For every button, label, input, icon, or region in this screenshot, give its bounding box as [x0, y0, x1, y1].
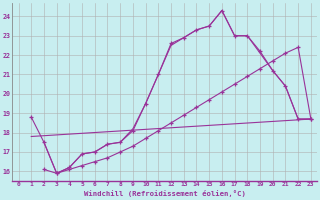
X-axis label: Windchill (Refroidissement éolien,°C): Windchill (Refroidissement éolien,°C): [84, 190, 246, 197]
